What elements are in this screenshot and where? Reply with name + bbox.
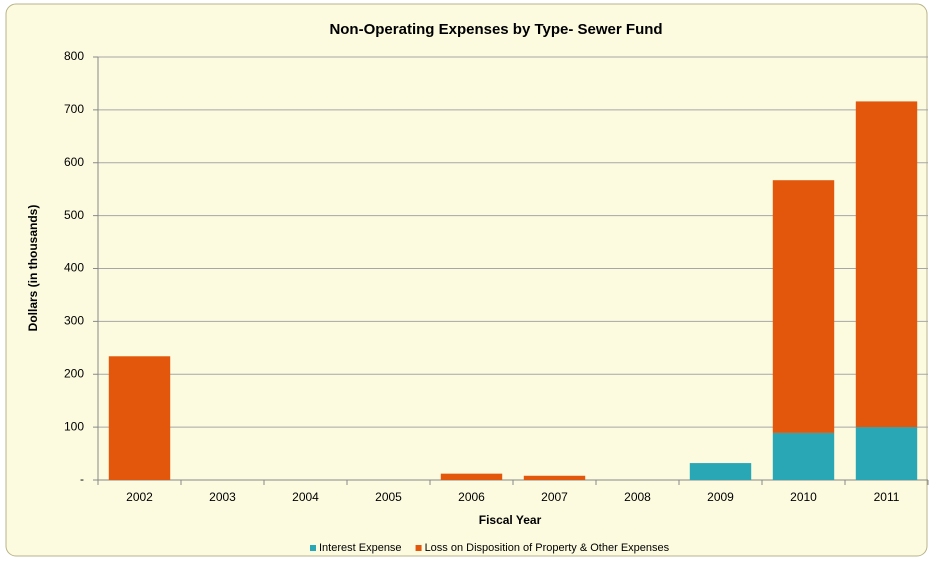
x-tick-label: 2010 — [790, 490, 817, 504]
y-tick-label: 300 — [64, 314, 84, 328]
y-tick-label: 400 — [64, 261, 84, 275]
bar — [440, 473, 503, 480]
bar — [855, 101, 918, 428]
x-tick-label: 2008 — [624, 490, 651, 504]
x-tick-label: 2006 — [458, 490, 485, 504]
y-axis-title: Dollars (in thousands) — [26, 205, 40, 332]
bar — [772, 180, 835, 433]
y-tick-label: - — [80, 472, 84, 486]
bar — [523, 475, 586, 480]
x-tick-label: 2002 — [126, 490, 153, 504]
chart-title: Non-Operating Expenses by Type- Sewer Fu… — [329, 21, 662, 38]
legend-swatch — [415, 545, 422, 551]
y-tick-label: 700 — [64, 102, 84, 116]
x-tick-label: 2007 — [541, 490, 568, 504]
x-tick-label: 2005 — [375, 490, 402, 504]
bar — [772, 432, 835, 480]
x-tick-label: 2011 — [874, 490, 900, 504]
legend-label: Loss on Disposition of Property & Other … — [425, 542, 670, 554]
y-tick-label: 200 — [64, 366, 84, 380]
y-tick-label: 500 — [64, 208, 84, 222]
x-tick-label: 2009 — [707, 490, 734, 504]
x-tick-label: 2003 — [209, 490, 236, 504]
y-tick-label: 600 — [64, 155, 84, 169]
bar — [689, 463, 752, 480]
bar — [108, 356, 171, 480]
bar — [855, 427, 918, 480]
chart-background — [5, 3, 928, 557]
legend-label: Interest Expense — [319, 542, 402, 554]
x-tick-label: 2004 — [292, 490, 319, 504]
x-axis-title: Fiscal Year — [479, 513, 542, 527]
legend-swatch — [310, 545, 316, 551]
y-tick-label: 800 — [64, 49, 84, 63]
y-tick-label: 100 — [64, 419, 84, 433]
